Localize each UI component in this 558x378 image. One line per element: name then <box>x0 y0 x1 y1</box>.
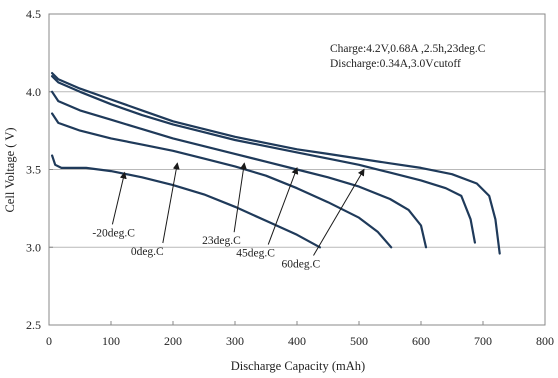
series-label-4: 60deg.C <box>282 258 321 270</box>
series-arrow-3 <box>267 167 299 245</box>
series-label-2: 23deg.C <box>202 235 241 247</box>
x-tick-label: 200 <box>164 334 182 348</box>
series-arrow-4 <box>313 168 365 256</box>
series-arrow-2 <box>233 162 247 233</box>
annotation-charge: Charge:4.2V,0.68A ,2.5h,23deg.C <box>330 43 486 55</box>
series-line-0 <box>51 154 321 249</box>
series-lines <box>51 72 501 255</box>
y-tick-label: 3.0 <box>26 240 41 254</box>
x-axis-title: Discharge Capacity (mAh) <box>231 359 365 373</box>
series-line-4 <box>51 72 501 255</box>
x-tick-label: 500 <box>350 334 368 348</box>
y-axis-ticks: 2.5 3.0 3.5 4.0 4.5 <box>26 7 53 332</box>
x-tick-label: 100 <box>102 334 120 348</box>
plot-frame <box>48 13 546 326</box>
y-tick-label: 3.5 <box>26 163 41 177</box>
series-arrow-1 <box>162 162 180 244</box>
x-tick-label: 400 <box>288 334 306 348</box>
y-tick-label: 4.5 <box>26 7 41 21</box>
x-tick-label: 800 <box>536 334 554 348</box>
x-tick-label: 300 <box>226 334 244 348</box>
series-label-3: 45deg.C <box>236 248 275 260</box>
series-line-3 <box>51 75 476 244</box>
y-tick-label: 2.5 <box>26 318 41 332</box>
x-tick-label: 700 <box>474 334 492 348</box>
x-axis-ticks: 0 100 200 300 400 500 600 700 800 <box>46 321 554 348</box>
series-label-1: 0deg.C <box>131 246 164 258</box>
series-label-0: -20deg.C <box>92 227 135 239</box>
x-tick-label: 600 <box>412 334 430 348</box>
series-arrows <box>111 162 365 256</box>
series-line-2 <box>51 90 428 249</box>
x-tick-label: 0 <box>46 334 52 348</box>
series-arrow-0 <box>111 171 127 225</box>
annotation-discharge: Discharge:0.34A,3.0Vcutoff <box>330 58 461 70</box>
series-line-1 <box>51 112 393 249</box>
y-axis-title: Cell Voltage ( V) <box>3 127 17 212</box>
y-tick-label: 4.0 <box>26 85 41 99</box>
